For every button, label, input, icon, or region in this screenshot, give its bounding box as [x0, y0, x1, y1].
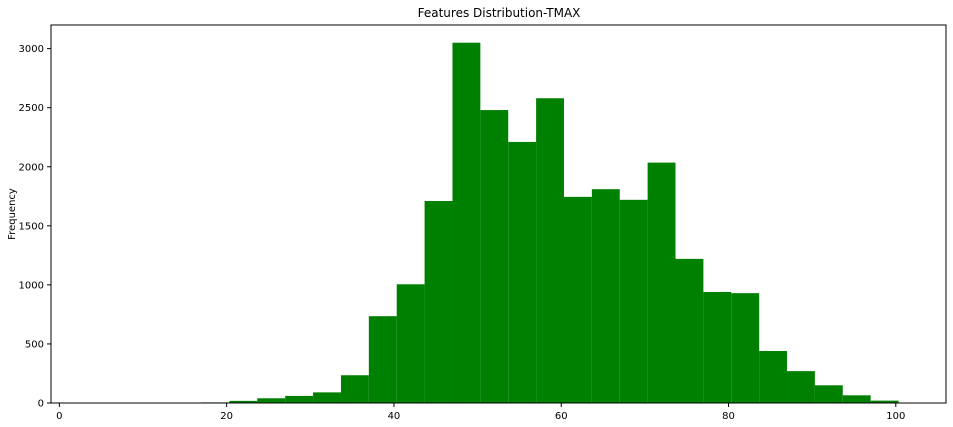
chart-title: Features Distribution-TMAX: [418, 6, 581, 20]
y-axis-label: Frequency: [7, 188, 18, 240]
histogram-bar: [787, 371, 815, 403]
histogram-bar: [424, 201, 453, 403]
y-tick-label: 1000: [19, 280, 44, 291]
x-tick-label: 0: [56, 411, 62, 422]
y-tick-label: 2500: [19, 103, 44, 114]
histogram-bar: [619, 199, 648, 403]
histogram-bar: [396, 284, 425, 403]
x-tick-label: 40: [388, 411, 401, 422]
histogram-bar: [340, 375, 369, 403]
x-tick-label: 80: [722, 411, 735, 422]
histogram-bar: [229, 400, 258, 403]
histogram-bar: [675, 258, 704, 403]
y-axis: 0 500 1000 1500 2000 2500 3000: [19, 44, 51, 410]
histogram-bar: [313, 392, 341, 403]
histogram-bar: [814, 385, 843, 403]
x-tick-label: 60: [555, 411, 568, 422]
y-tick-label: 1500: [19, 221, 44, 232]
histogram-bar: [731, 293, 760, 403]
y-tick-label: 0: [38, 399, 44, 410]
histogram-bar: [285, 395, 314, 403]
x-tick-label: 100: [886, 411, 905, 422]
histogram-bar: [870, 400, 899, 403]
y-tick-label: 3000: [19, 44, 44, 55]
y-tick-label: 2000: [19, 162, 44, 173]
histogram-bar: [368, 316, 397, 403]
histogram-bar: [452, 42, 481, 403]
y-tick-label: 500: [25, 339, 44, 350]
histogram-bar: [257, 398, 286, 403]
bars-group: [201, 42, 899, 404]
histogram-bar: [703, 291, 732, 403]
histogram-bar: [480, 110, 509, 404]
x-axis: 0 20 40 60 80 100: [56, 403, 905, 422]
histogram-bar: [591, 189, 620, 403]
histogram-bar: [842, 395, 871, 403]
histogram-bar: [563, 196, 592, 403]
histogram-bar: [759, 351, 788, 403]
histogram-bar: [536, 98, 564, 404]
plot-frame: [50, 24, 947, 404]
histogram-bar: [508, 141, 537, 403]
histogram-bar: [647, 162, 676, 403]
x-tick-label: 20: [220, 411, 233, 422]
